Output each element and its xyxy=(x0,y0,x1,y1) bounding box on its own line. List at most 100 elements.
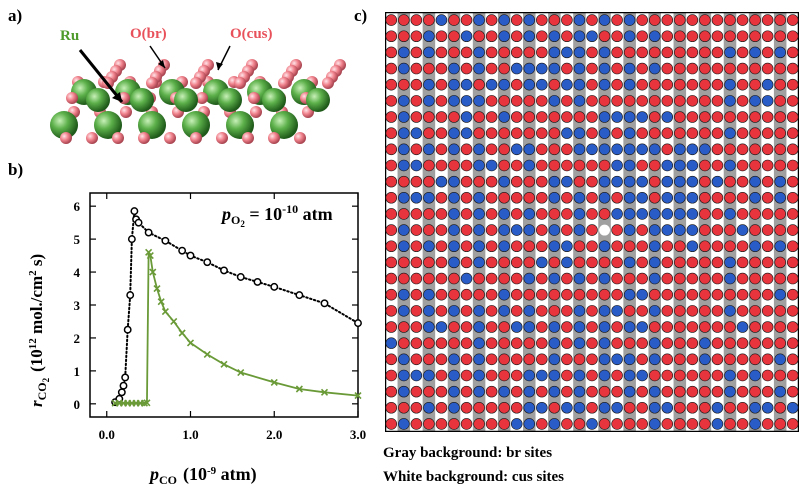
red-site xyxy=(674,369,686,382)
green-series-point xyxy=(157,298,165,306)
blue-site xyxy=(398,305,410,317)
red-site xyxy=(648,191,661,204)
red-site xyxy=(711,240,724,253)
blue-site xyxy=(724,159,736,172)
red-site xyxy=(699,62,711,75)
red-site xyxy=(410,224,423,236)
blue-site xyxy=(623,127,636,139)
red-site xyxy=(410,288,423,301)
red-site xyxy=(561,353,573,366)
red-site xyxy=(536,111,548,123)
green-series-point xyxy=(153,284,161,293)
x-tick-label: 0.0 xyxy=(99,427,115,442)
red-site xyxy=(711,337,724,349)
y-tick-label: 3 xyxy=(74,298,81,313)
blue-site xyxy=(611,143,623,156)
red-site xyxy=(548,159,561,172)
black-series-point xyxy=(270,282,279,291)
arrow-ru xyxy=(78,49,124,103)
red-site xyxy=(498,401,510,414)
red-site xyxy=(686,30,699,43)
site-column xyxy=(397,12,411,432)
blue-site xyxy=(398,353,410,366)
blue-site xyxy=(548,337,561,349)
red-site xyxy=(736,418,749,430)
red-site xyxy=(674,288,686,301)
site-column xyxy=(610,12,624,432)
red-site xyxy=(761,175,774,188)
red-site xyxy=(761,46,774,59)
red-site xyxy=(686,14,699,26)
red-site xyxy=(561,224,573,236)
red-site xyxy=(611,191,623,204)
red-site xyxy=(460,418,473,430)
red-site xyxy=(586,14,598,26)
red-site xyxy=(749,321,761,333)
blue-site xyxy=(498,240,510,253)
red-site xyxy=(623,272,636,285)
green-series-line xyxy=(114,251,359,405)
lattice-snapshot xyxy=(385,12,799,432)
red-site xyxy=(761,418,774,430)
blue-site xyxy=(724,385,736,398)
x-tick-label: 2.0 xyxy=(266,427,282,442)
red-site xyxy=(711,256,724,269)
red-site xyxy=(786,272,799,285)
red-site xyxy=(435,30,448,43)
blue-site xyxy=(598,353,611,366)
red-site xyxy=(686,78,699,91)
red-site xyxy=(749,159,761,172)
red-site xyxy=(398,78,410,91)
blue-site xyxy=(648,256,661,269)
red-site xyxy=(586,272,598,285)
blue-site xyxy=(548,272,561,285)
site-column xyxy=(661,12,675,432)
red-site xyxy=(510,385,523,398)
blue-site xyxy=(648,337,661,349)
blue-site xyxy=(724,127,736,139)
blue-site xyxy=(448,208,460,220)
red-site xyxy=(736,401,749,414)
blue-site xyxy=(598,240,611,253)
blue-site xyxy=(498,288,510,301)
blue-site xyxy=(623,159,636,172)
red-site xyxy=(686,256,699,269)
red-site xyxy=(636,240,648,253)
red-site xyxy=(385,159,398,172)
red-site xyxy=(398,272,410,285)
blue-site xyxy=(648,418,661,430)
blue-site xyxy=(623,191,636,204)
red-site xyxy=(448,288,460,301)
red-site xyxy=(598,256,611,269)
ru-atom xyxy=(226,111,254,139)
red-site xyxy=(548,111,561,123)
site-column xyxy=(573,12,587,432)
red-site xyxy=(498,191,510,204)
red-site xyxy=(536,95,548,107)
blue-site xyxy=(648,305,661,317)
red-site xyxy=(611,46,623,59)
red-site xyxy=(686,46,699,59)
red-site xyxy=(598,30,611,43)
red-site xyxy=(460,208,473,220)
blue-site xyxy=(561,401,573,414)
arrowhead-o-cus xyxy=(216,62,223,70)
blue-site xyxy=(674,191,686,204)
blue-site xyxy=(423,401,435,414)
ru-atom xyxy=(50,111,78,139)
red-site xyxy=(536,208,548,220)
red-site xyxy=(786,30,799,43)
red-site xyxy=(749,111,761,123)
blue-site xyxy=(435,175,448,188)
green-series-point xyxy=(178,329,186,337)
site-column xyxy=(773,12,787,432)
red-site xyxy=(686,288,699,301)
blue-site xyxy=(498,175,510,188)
site-column xyxy=(560,12,574,432)
red-site xyxy=(410,256,423,269)
red-site xyxy=(423,127,435,139)
red-site xyxy=(761,62,774,75)
red-site xyxy=(736,305,749,317)
blue-site xyxy=(548,30,561,43)
red-site xyxy=(548,127,561,139)
